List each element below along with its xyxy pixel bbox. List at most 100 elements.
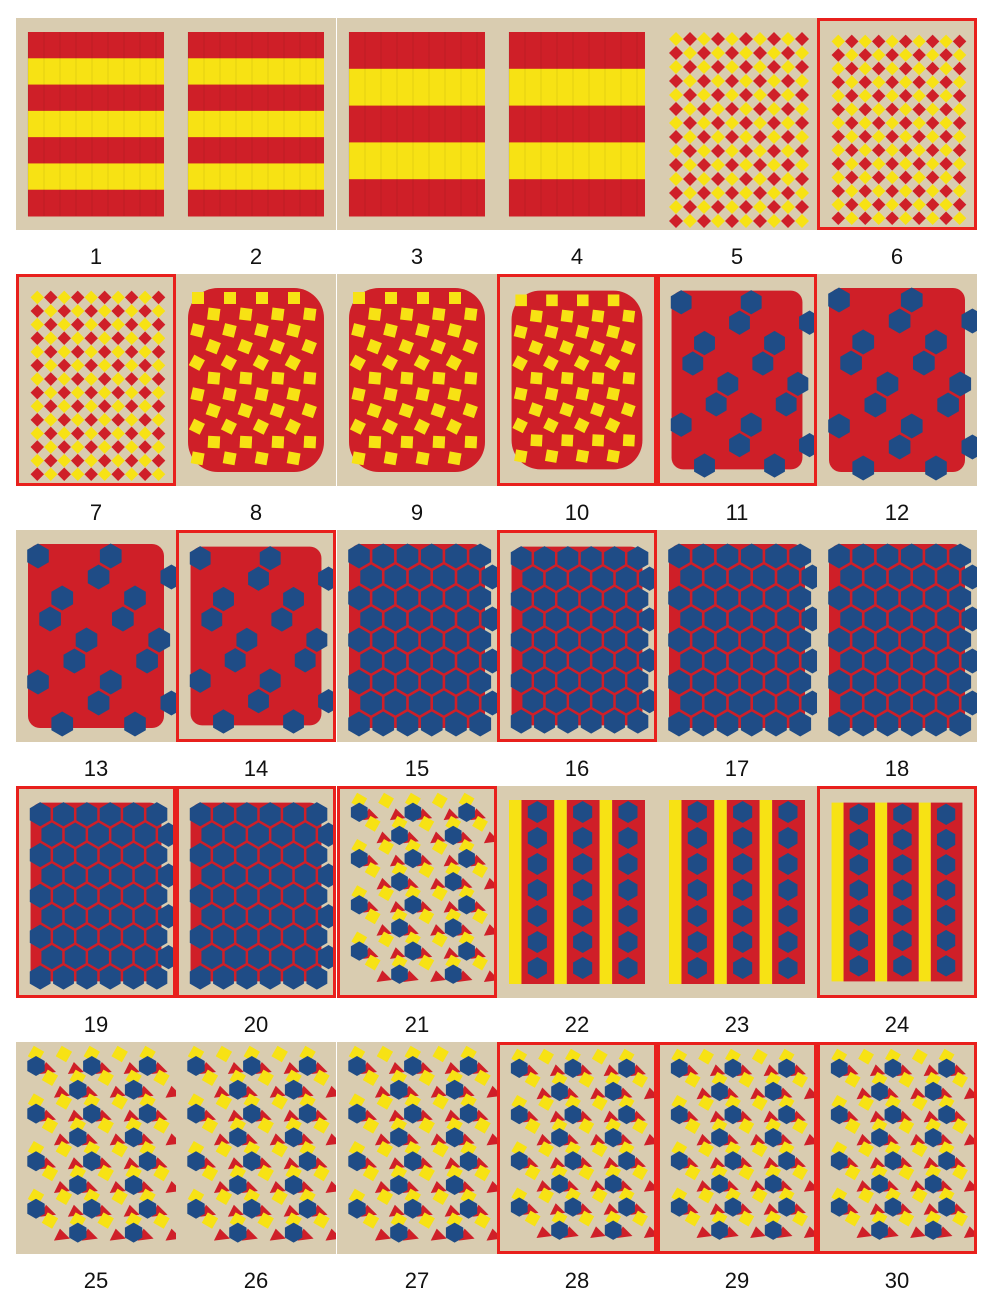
highlighted-mosaic-photo xyxy=(817,18,977,230)
tile-number-label: 30 xyxy=(884,1268,910,1293)
mosaic-tile: 27 xyxy=(337,1042,497,1296)
mosaic-image xyxy=(500,1045,654,1251)
mosaic-tile: 5 xyxy=(657,18,817,272)
tile-number-label: 1 xyxy=(89,244,103,269)
mosaic-image xyxy=(337,18,497,230)
highlighted-mosaic-photo xyxy=(497,530,657,742)
mosaic-tile: 15 xyxy=(337,530,497,784)
mosaic-image xyxy=(657,786,817,998)
highlighted-mosaic-photo xyxy=(657,1042,817,1254)
highlighted-mosaic-photo xyxy=(657,274,817,486)
tile-number-label: 18 xyxy=(884,756,910,781)
mosaic-tile: 4 xyxy=(497,18,657,272)
mosaic-image xyxy=(817,274,977,486)
mosaic-tile: 14 xyxy=(176,530,336,784)
mosaic-tile: 2 xyxy=(176,18,336,272)
mosaic-tile: 3 xyxy=(337,18,497,272)
mosaic-image xyxy=(176,1042,336,1254)
mosaic-image xyxy=(660,1045,814,1251)
mosaic-tile: 7 xyxy=(16,274,176,528)
mosaic-image xyxy=(19,789,173,995)
tile-number-label: 2 xyxy=(249,244,263,269)
mosaic-tile: 24 xyxy=(817,786,977,1040)
mosaic-image xyxy=(660,277,814,483)
tile-number-label: 20 xyxy=(243,1012,269,1037)
mosaic-tile: 21 xyxy=(337,786,497,1040)
mosaic-photo xyxy=(657,786,817,998)
mosaic-image xyxy=(16,18,176,230)
tile-number-label: 14 xyxy=(243,756,269,781)
tile-number-label: 7 xyxy=(89,500,103,525)
tile-number-label: 21 xyxy=(404,1012,430,1037)
mosaic-tile: 12 xyxy=(817,274,977,528)
mosaic-image xyxy=(337,274,497,486)
mosaic-image xyxy=(497,786,657,998)
mosaic-tile: 17 xyxy=(657,530,817,784)
mosaic-tile: 25 xyxy=(16,1042,176,1296)
mosaic-image xyxy=(820,789,974,995)
mosaic-image xyxy=(657,18,817,230)
mosaic-photo xyxy=(16,18,176,230)
mosaic-tile: 30 xyxy=(817,1042,977,1296)
mosaic-image xyxy=(179,789,333,995)
mosaic-tile: 11 xyxy=(657,274,817,528)
highlighted-mosaic-photo xyxy=(16,786,176,998)
mosaic-tile: 8 xyxy=(176,274,336,528)
mosaic-tile: 29 xyxy=(657,1042,817,1296)
mosaic-tile: 9 xyxy=(337,274,497,528)
highlighted-mosaic-photo xyxy=(16,274,176,486)
tile-number-label: 25 xyxy=(83,1268,109,1293)
highlighted-mosaic-photo xyxy=(337,786,497,998)
highlighted-mosaic-photo xyxy=(497,1042,657,1254)
tile-number-label: 17 xyxy=(724,756,750,781)
tile-number-label: 13 xyxy=(83,756,109,781)
mosaic-tile: 19 xyxy=(16,786,176,1040)
mosaic-tile: 10 xyxy=(497,274,657,528)
tile-number-label: 24 xyxy=(884,1012,910,1037)
highlighted-mosaic-photo xyxy=(176,786,336,998)
mosaic-tile: 16 xyxy=(497,530,657,784)
tile-number-label: 29 xyxy=(724,1268,750,1293)
mosaic-photo xyxy=(817,530,977,742)
mosaic-image xyxy=(337,1042,497,1254)
mosaic-image xyxy=(19,277,173,483)
tile-number-label: 5 xyxy=(730,244,744,269)
mosaic-photo xyxy=(817,274,977,486)
mosaic-tile: 26 xyxy=(176,1042,336,1296)
highlighted-mosaic-photo xyxy=(176,530,336,742)
mosaic-image xyxy=(16,1042,176,1254)
tile-number-label: 19 xyxy=(83,1012,109,1037)
mosaic-image xyxy=(497,18,657,230)
tile-number-label: 9 xyxy=(410,500,424,525)
highlighted-mosaic-photo xyxy=(817,1042,977,1254)
mosaic-image xyxy=(820,21,974,227)
mosaic-photo xyxy=(497,18,657,230)
tile-number-label: 4 xyxy=(570,244,584,269)
highlighted-mosaic-photo xyxy=(497,274,657,486)
mosaic-tile: 6 xyxy=(817,18,977,272)
mosaic-image xyxy=(500,277,654,483)
tile-number-label: 28 xyxy=(564,1268,590,1293)
mosaic-tile: 1 xyxy=(16,18,176,272)
tile-number-label: 23 xyxy=(724,1012,750,1037)
mosaic-image xyxy=(820,1045,974,1251)
mosaic-tile: 23 xyxy=(657,786,817,1040)
mosaic-photo xyxy=(497,786,657,998)
mosaic-image xyxy=(16,530,176,742)
tile-number-label: 8 xyxy=(249,500,263,525)
mosaic-image xyxy=(179,533,333,739)
tile-number-label: 27 xyxy=(404,1268,430,1293)
mosaic-photo xyxy=(16,530,176,742)
mosaic-tile: 18 xyxy=(817,530,977,784)
mosaic-photo xyxy=(657,530,817,742)
mosaic-tile: 28 xyxy=(497,1042,657,1296)
tile-number-label: 11 xyxy=(725,500,749,525)
mosaic-image xyxy=(657,530,817,742)
tile-number-label: 26 xyxy=(243,1268,269,1293)
mosaic-photo xyxy=(176,274,336,486)
mosaic-image xyxy=(817,530,977,742)
tile-number-label: 16 xyxy=(564,756,590,781)
mosaic-image xyxy=(337,530,497,742)
mosaic-photo xyxy=(657,18,817,230)
tile-number-label: 22 xyxy=(564,1012,590,1037)
